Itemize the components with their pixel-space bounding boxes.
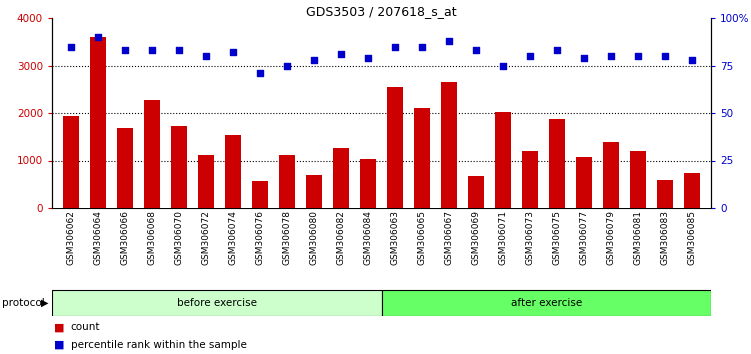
Point xyxy=(146,47,158,53)
Text: GSM306078: GSM306078 xyxy=(282,210,291,265)
Point xyxy=(200,53,212,59)
Text: GSM306075: GSM306075 xyxy=(553,210,562,265)
Point xyxy=(524,53,536,59)
Point xyxy=(281,63,293,68)
Text: ■: ■ xyxy=(54,322,65,332)
Point xyxy=(605,53,617,59)
Bar xyxy=(382,290,711,316)
Text: GSM306076: GSM306076 xyxy=(255,210,264,265)
Text: GSM306072: GSM306072 xyxy=(201,210,210,264)
Point xyxy=(416,44,428,49)
Point xyxy=(686,57,698,63)
Bar xyxy=(576,157,593,208)
Point xyxy=(443,38,455,44)
Point xyxy=(173,47,185,53)
Text: GDS3503 / 207618_s_at: GDS3503 / 207618_s_at xyxy=(306,5,457,18)
Point xyxy=(92,34,104,40)
Text: GSM306080: GSM306080 xyxy=(309,210,318,265)
Text: count: count xyxy=(71,322,101,332)
Point xyxy=(470,47,482,53)
Bar xyxy=(684,173,700,208)
Text: GSM306073: GSM306073 xyxy=(526,210,535,265)
Point xyxy=(119,47,131,53)
Bar xyxy=(306,175,322,208)
Bar xyxy=(90,37,106,208)
Bar xyxy=(170,126,187,208)
Point xyxy=(362,55,374,61)
Text: GSM306062: GSM306062 xyxy=(66,210,75,264)
Point xyxy=(578,55,590,61)
Bar xyxy=(333,148,349,208)
Point xyxy=(389,44,401,49)
Text: before exercise: before exercise xyxy=(176,298,257,308)
Point xyxy=(659,53,671,59)
Text: GSM306079: GSM306079 xyxy=(607,210,616,265)
Bar xyxy=(630,152,646,208)
Text: GSM306081: GSM306081 xyxy=(634,210,643,265)
Bar xyxy=(414,108,430,208)
Text: GSM306066: GSM306066 xyxy=(120,210,129,265)
Bar xyxy=(522,151,538,208)
Bar xyxy=(52,290,382,316)
Point xyxy=(308,57,320,63)
Bar xyxy=(117,128,133,208)
Text: ▶: ▶ xyxy=(41,298,48,308)
Text: GSM306085: GSM306085 xyxy=(688,210,697,265)
Bar xyxy=(63,116,79,208)
Bar xyxy=(252,181,268,208)
Text: GSM306068: GSM306068 xyxy=(147,210,156,265)
Point xyxy=(227,49,239,55)
Text: GSM306083: GSM306083 xyxy=(661,210,670,265)
Bar xyxy=(225,135,241,208)
Text: GSM306070: GSM306070 xyxy=(174,210,183,265)
Bar xyxy=(144,100,160,208)
Point xyxy=(632,53,644,59)
Text: GSM306071: GSM306071 xyxy=(499,210,508,265)
Text: GSM306065: GSM306065 xyxy=(418,210,427,265)
Text: GSM306063: GSM306063 xyxy=(391,210,400,265)
Bar xyxy=(468,176,484,208)
Text: GSM306069: GSM306069 xyxy=(472,210,481,265)
Text: GSM306082: GSM306082 xyxy=(336,210,345,264)
Text: GSM306074: GSM306074 xyxy=(228,210,237,264)
Bar xyxy=(603,142,619,208)
Bar xyxy=(549,119,566,208)
Point xyxy=(65,44,77,49)
Bar xyxy=(279,155,295,208)
Bar xyxy=(360,159,376,208)
Bar xyxy=(387,87,403,208)
Text: GSM306084: GSM306084 xyxy=(363,210,372,264)
Point xyxy=(497,63,509,68)
Point xyxy=(254,70,266,76)
Point xyxy=(551,47,563,53)
Text: after exercise: after exercise xyxy=(511,298,582,308)
Text: GSM306067: GSM306067 xyxy=(445,210,454,265)
Text: protocol: protocol xyxy=(2,298,44,308)
Text: GSM306064: GSM306064 xyxy=(93,210,102,264)
Text: ■: ■ xyxy=(54,339,65,349)
Bar xyxy=(198,155,214,208)
Text: percentile rank within the sample: percentile rank within the sample xyxy=(71,339,246,349)
Bar xyxy=(495,112,511,208)
Point xyxy=(335,51,347,57)
Bar xyxy=(657,179,673,208)
Bar xyxy=(441,82,457,208)
Text: GSM306077: GSM306077 xyxy=(580,210,589,265)
